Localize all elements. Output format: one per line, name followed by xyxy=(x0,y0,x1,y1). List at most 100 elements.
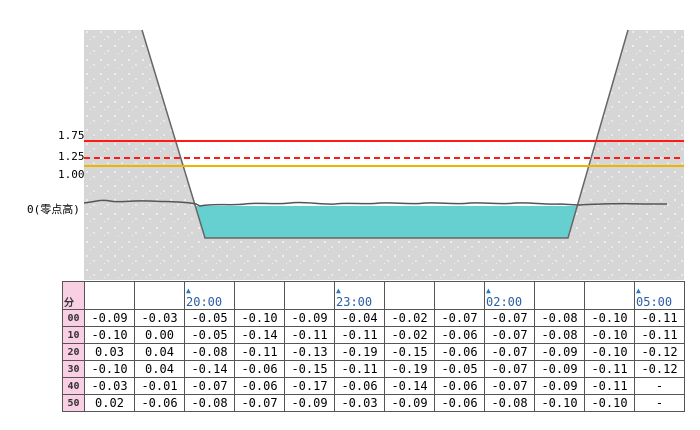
level-value-cell: -0.08 xyxy=(184,343,235,361)
time-header-cell xyxy=(384,281,435,310)
level-value-cell: -0.07 xyxy=(234,394,285,412)
level-value-cell: 0.04 xyxy=(134,343,185,361)
level-value-cell: -0.08 xyxy=(484,394,535,412)
level-value-cell: -0.11 xyxy=(634,326,685,344)
level-value-cell: 0.03 xyxy=(84,343,135,361)
level-value-cell: -0.02 xyxy=(384,326,435,344)
level-value-cell: -0.09 xyxy=(84,309,135,327)
level-value-cell: -0.04 xyxy=(334,309,385,327)
level-value-cell: 0.04 xyxy=(134,360,185,378)
level-value-cell: -0.07 xyxy=(484,309,535,327)
table-row: 50 0.02 -0.06 -0.08 -0.07 -0.09 -0.03 -0.09 -0.0… xyxy=(62,394,685,412)
level-value-cell: -0.05 xyxy=(184,326,235,344)
time-header-cell xyxy=(434,281,485,310)
level-label-100: 1.00 xyxy=(58,168,85,181)
time-header-row: 分 ▲ 20:00 ▲ 23:00 ▲ 02:00 ▲ 05:00 xyxy=(62,281,685,310)
zero-level-label: 0(零点高) xyxy=(27,202,80,216)
time-marker-icon: ▲ xyxy=(186,286,191,295)
minute-label: 50 xyxy=(62,394,85,412)
table-row: 30 -0.10 0.04 -0.14 -0.06 -0.15 -0.11 -0.19 -0.0… xyxy=(62,360,685,378)
channel-opening xyxy=(142,30,628,238)
time-header-cell xyxy=(234,281,285,310)
level-value-cell: -0.10 xyxy=(584,309,635,327)
level-value-cell: -0.08 xyxy=(534,326,585,344)
level-value-cell: -0.07 xyxy=(484,377,535,395)
level-value-cell: -0.09 xyxy=(284,394,335,412)
level-value-cell: -0.07 xyxy=(484,326,535,344)
level-value-cell: -0.11 xyxy=(634,309,685,327)
table-row: 00 -0.09 -0.03 -0.05 -0.10 -0.09 -0.04 -0.02 -0.… xyxy=(62,309,685,327)
time-header-cell xyxy=(284,281,335,310)
level-value-cell: -0.06 xyxy=(234,377,285,395)
river-cross-section: 1.75 1.25 1.00 0(零点高) xyxy=(27,29,684,280)
minute-label: 10 xyxy=(62,326,85,344)
level-value-cell: -0.08 xyxy=(534,309,585,327)
time-header-cell: ▲ 20:00 xyxy=(184,281,235,310)
table-row: 40 -0.03 -0.01 -0.07 -0.06 -0.17 -0.06 -0.14 -0.… xyxy=(62,377,685,395)
minute-label: 40 xyxy=(62,377,85,395)
channel-outline xyxy=(141,29,629,239)
level-value-cell: -0.10 xyxy=(584,326,635,344)
level-value-cell: -0.05 xyxy=(184,309,235,327)
level-label-125: 1.25 xyxy=(58,150,85,163)
level-value-cell: -0.11 xyxy=(284,326,335,344)
level-value-cell: -0.09 xyxy=(534,377,585,395)
level-value-cell: -0.19 xyxy=(334,343,385,361)
minute-label: 30 xyxy=(62,360,85,378)
level-value-cell: -0.10 xyxy=(584,343,635,361)
level-value-cell: -0.11 xyxy=(584,377,635,395)
time-header-cell: ▲ 02:00 xyxy=(484,281,535,310)
level-value-cell: -0.06 xyxy=(134,394,185,412)
minute-label: 00 xyxy=(62,309,85,327)
level-value-cell: -0.12 xyxy=(634,343,685,361)
level-value-cell: -0.06 xyxy=(434,394,485,412)
level-label-175: 1.75 xyxy=(58,129,85,142)
level-value-cell: -0.10 xyxy=(234,309,285,327)
table-row: 20 0.03 0.04 -0.08 -0.11 -0.13 -0.19 -0.15 -0.06… xyxy=(62,343,685,361)
level-value-cell: 0.02 xyxy=(84,394,135,412)
level-value-cell: 0.00 xyxy=(134,326,185,344)
level-value-cell: -0.09 xyxy=(534,343,585,361)
level-value-cell: -0.06 xyxy=(334,377,385,395)
water-level-table: 分 ▲ 20:00 ▲ 23:00 ▲ 02:00 ▲ 05:00 00 -0.09 -0.03 -0.… xyxy=(62,281,685,412)
level-value-cell: -0.07 xyxy=(434,309,485,327)
time-header-cell xyxy=(584,281,635,310)
time-marker-label: 05:00 xyxy=(636,295,673,309)
level-value-cell: -0.15 xyxy=(384,343,435,361)
level-value-cell: -0.19 xyxy=(384,360,435,378)
level-value-cell: -0.09 xyxy=(384,394,435,412)
time-header-cell xyxy=(134,281,185,310)
level-value-cell: -0.13 xyxy=(284,343,335,361)
level-value-cell: -0.07 xyxy=(184,377,235,395)
level-value-cell: -0.06 xyxy=(234,360,285,378)
level-value-cell: -0.14 xyxy=(184,360,235,378)
level-value-cell: -0.01 xyxy=(134,377,185,395)
time-marker-icon: ▲ xyxy=(336,286,341,295)
level-value-cell: - xyxy=(634,377,685,395)
level-value-cell: -0.07 xyxy=(484,343,535,361)
level-value-cell: -0.06 xyxy=(434,343,485,361)
level-value-cell: -0.11 xyxy=(584,360,635,378)
table-row: 10 -0.10 0.00 -0.05 -0.14 -0.11 -0.11 -0.02 -0.0… xyxy=(62,326,685,344)
level-value-cell: -0.10 xyxy=(584,394,635,412)
level-value-cell: -0.10 xyxy=(84,326,135,344)
channel-bed xyxy=(196,206,578,238)
level-value-cell: -0.03 xyxy=(134,309,185,327)
level-value-cell: -0.09 xyxy=(284,309,335,327)
level-value-cell: -0.06 xyxy=(434,377,485,395)
level-value-cell: -0.09 xyxy=(534,360,585,378)
level-value-cell: -0.08 xyxy=(184,394,235,412)
water-surface-line xyxy=(83,199,667,207)
level-value-cell: -0.03 xyxy=(84,377,135,395)
time-marker-icon: ▲ xyxy=(636,286,641,295)
level-value-cell: -0.02 xyxy=(384,309,435,327)
level-value-cell: -0.11 xyxy=(234,343,285,361)
minute-header: 分 xyxy=(62,281,85,310)
time-marker-icon: ▲ xyxy=(486,286,491,295)
time-header-cell xyxy=(84,281,135,310)
level-value-cell: -0.10 xyxy=(534,394,585,412)
time-marker-label: 20:00 xyxy=(186,295,223,309)
level-value-cell: -0.14 xyxy=(384,377,435,395)
time-header-cell: ▲ 05:00 xyxy=(634,281,685,310)
level-value-cell: -0.10 xyxy=(84,360,135,378)
